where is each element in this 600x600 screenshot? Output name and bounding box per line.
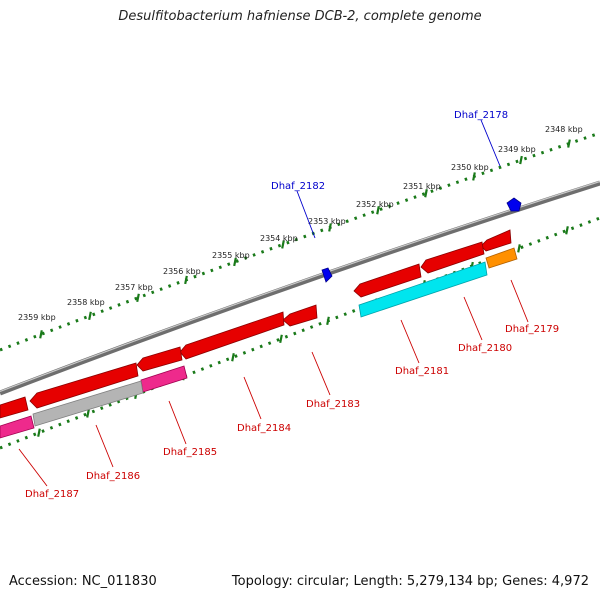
ruler-tick <box>184 275 188 285</box>
ruler-tick <box>88 311 92 321</box>
ruler-label: 2351 kbp <box>403 182 441 191</box>
ruler-label: 2355 kbp <box>212 251 250 260</box>
ruler-tick <box>565 226 569 235</box>
callout-line <box>510 279 529 323</box>
gene-row-upper <box>0 229 512 419</box>
label-dhaf-2182[interactable]: Dhaf_2182 <box>271 181 325 192</box>
callout-line <box>95 424 114 468</box>
ruler-labels: 2348 kbp 2349 kbp 2350 kbp 2351 kbp 2352… <box>18 125 583 322</box>
callout-line <box>400 319 420 364</box>
callout-line <box>296 190 316 239</box>
ruler-tick <box>281 240 285 249</box>
feature-dhaf-2182[interactable] <box>321 267 333 283</box>
ruler-tick <box>424 189 428 198</box>
ruler-tick <box>328 223 332 232</box>
label-dhaf-2180[interactable]: Dhaf_2180 <box>458 343 512 354</box>
ruler-tick <box>233 257 237 267</box>
feature-dhaf-2186[interactable] <box>32 380 144 427</box>
feature-dhaf-2178[interactable] <box>506 197 522 212</box>
ruler-label: 2358 kbp <box>67 298 105 307</box>
label-dhaf-2185[interactable]: Dhaf_2185 <box>163 447 217 458</box>
ruler-tick <box>519 155 523 165</box>
gene-row-lower <box>0 247 518 439</box>
map-title: Desulfitobacterium hafniense DCB-2, comp… <box>118 9 482 24</box>
ruler-tick <box>472 172 476 181</box>
ruler-label: 2349 kbp <box>498 145 536 154</box>
ruler-tick <box>39 330 43 339</box>
genome-backbone <box>0 180 600 396</box>
gene-block[interactable] <box>179 311 285 360</box>
label-dhaf-2183[interactable]: Dhaf_2183 <box>306 399 360 410</box>
gene-block[interactable] <box>480 229 512 252</box>
ruler-tick <box>517 244 521 253</box>
ruler-label: 2353 kbp <box>308 217 346 226</box>
gene-block[interactable] <box>0 396 29 419</box>
label-dhaf-2178[interactable]: Dhaf_2178 <box>454 110 508 121</box>
callout-line <box>463 296 483 341</box>
outer-ruler-track <box>0 131 600 352</box>
ruler-label: 2354 kbp <box>260 234 298 243</box>
outer-ruler-ticks <box>39 139 571 339</box>
ruler-tick <box>86 409 90 418</box>
callout-line <box>311 351 331 396</box>
gene-block[interactable] <box>29 362 139 409</box>
label-dhaf-2187[interactable]: Dhaf_2187 <box>25 489 79 500</box>
ruler-tick <box>136 293 140 303</box>
ruler-label: 2356 kbp <box>163 267 201 276</box>
ruler-tick <box>376 206 380 215</box>
feature-dhaf-2187[interactable] <box>0 415 35 439</box>
genome-summary-text: Topology: circular; Length: 5,279,134 bp… <box>231 574 589 589</box>
ruler-label: 2348 kbp <box>545 125 583 134</box>
feature-dhaf-2180-2181[interactable] <box>358 261 488 318</box>
callout-line <box>168 400 187 445</box>
label-dhaf-2179[interactable]: Dhaf_2179 <box>505 324 559 335</box>
inner-ruler-track <box>0 216 600 450</box>
ruler-tick <box>279 334 283 344</box>
callout-line <box>243 376 262 420</box>
callout-lines <box>18 119 529 487</box>
ruler-tick <box>326 316 330 325</box>
label-dhaf-2181[interactable]: Dhaf_2181 <box>395 366 449 377</box>
gene-labels: Dhaf_2178 Dhaf_2182 Dhaf_2179 Dhaf_2180 … <box>25 110 559 500</box>
label-dhaf-2186[interactable]: Dhaf_2186 <box>86 471 140 482</box>
accession-text: Accession: NC_011830 <box>9 574 157 589</box>
callout-line <box>18 448 48 487</box>
gene-block[interactable] <box>136 346 183 372</box>
feature-dhaf-2179[interactable] <box>485 247 518 269</box>
gene-block[interactable] <box>420 241 485 274</box>
callout-line <box>480 119 501 167</box>
ruler-label: 2359 kbp <box>18 313 56 322</box>
gene-block[interactable] <box>282 304 318 327</box>
ruler-tick <box>37 428 41 437</box>
label-dhaf-2184[interactable]: Dhaf_2184 <box>237 423 291 434</box>
ruler-label: 2350 kbp <box>451 163 489 172</box>
gene-block[interactable] <box>353 263 422 298</box>
ruler-label: 2352 kbp <box>356 200 394 209</box>
ruler-label: 2357 kbp <box>115 283 153 292</box>
ruler-tick <box>231 353 235 362</box>
ruler-tick <box>567 139 571 148</box>
